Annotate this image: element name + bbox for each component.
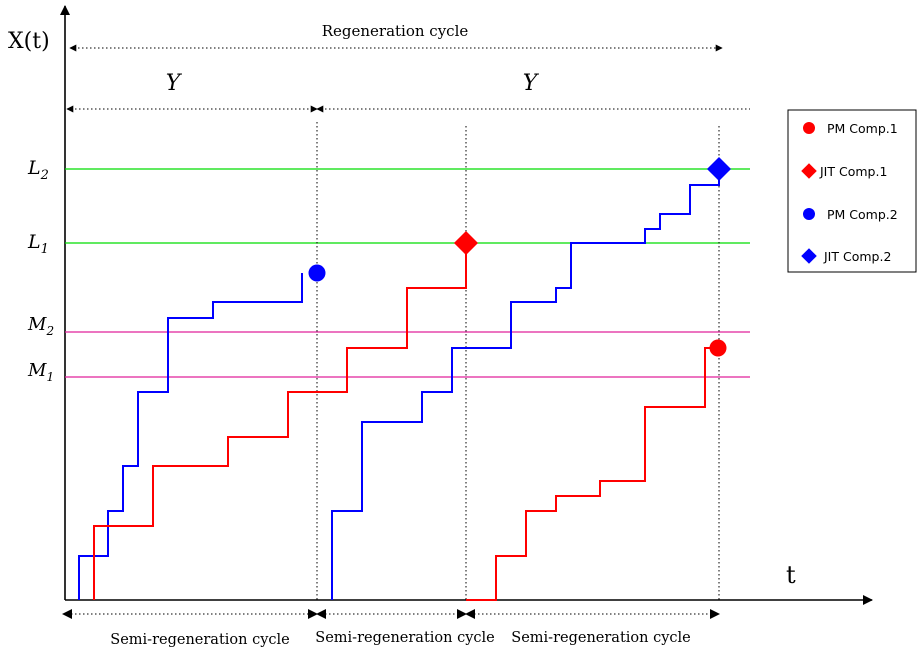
threshold-M2-label: M2 <box>27 314 54 338</box>
semi-regeneration-label-2: Semi-regeneration cycle <box>315 630 494 646</box>
legend-pm-comp1-marker <box>803 122 815 134</box>
legend: PM Comp.1 JIT Comp.1 PM Comp.2 JIT Comp.… <box>787 109 917 273</box>
component-1-path-cycle-1 <box>93 243 467 600</box>
y-span-label-right: Y <box>523 71 540 96</box>
legend-jit-comp1-label: JIT Comp.1 <box>819 164 887 179</box>
component-1-path-cycle-2 <box>466 347 719 601</box>
jit-comp2-marker <box>706 156 732 182</box>
jit-comp1-marker <box>453 230 479 256</box>
regeneration-cycle-label: Regeneration cycle <box>322 22 469 40</box>
legend-pm-comp2-label: PM Comp.2 <box>827 207 898 222</box>
legend-jit-comp1-marker <box>801 163 817 179</box>
pm-comp2-marker <box>308 264 326 282</box>
y-axis-label: X(t) <box>8 29 50 54</box>
legend-jit-comp2-label: JIT Comp.2 <box>823 249 891 264</box>
component-2-path-cycle-2 <box>331 169 720 600</box>
component-2-path-cycle-1 <box>78 273 303 600</box>
legend-pm-comp2-marker <box>803 208 815 220</box>
threshold-L1-label: L1 <box>27 231 49 257</box>
y-span-label-left: Y <box>166 71 183 96</box>
threshold-M1-label: M1 <box>27 360 54 384</box>
semi-regeneration-label-3: Semi-regeneration cycle <box>511 630 690 646</box>
legend-box <box>787 109 917 273</box>
threshold-L2-label: L2 <box>27 157 49 183</box>
semi-regeneration-label-1: Semi-regeneration cycle <box>110 632 289 648</box>
legend-pm-comp1-label: PM Comp.1 <box>827 121 898 136</box>
pm-comp1-marker <box>709 339 727 357</box>
x-axis-label: t <box>786 561 796 589</box>
